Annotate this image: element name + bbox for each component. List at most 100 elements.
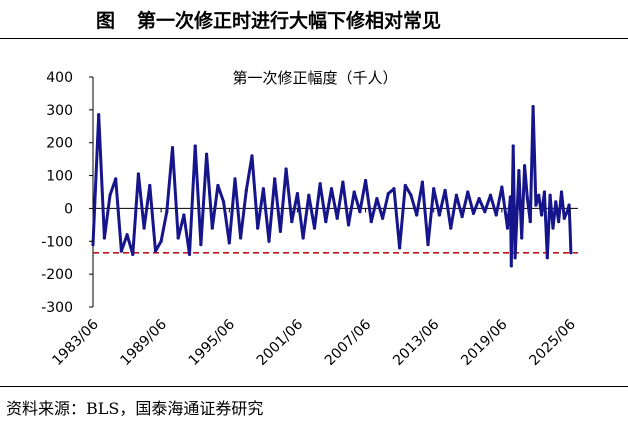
data-point: [148, 183, 152, 188]
figure-header: 图 第一次修正时进行大幅下修相对常见: [0, 0, 628, 39]
data-point: [398, 246, 402, 250]
data-point: [204, 152, 209, 156]
data-point: [199, 242, 203, 247]
data-point: [551, 226, 555, 230]
data-point: [102, 236, 106, 240]
figure-title: 第一次修正时进行大幅下修相对常见: [137, 9, 442, 32]
series-line: [91, 105, 573, 268]
data-point: [477, 196, 481, 201]
y-tick-label: 300: [46, 103, 73, 119]
chart-series: [91, 104, 573, 268]
data-point: [443, 188, 447, 192]
data-point: [136, 172, 141, 176]
data-point: [559, 190, 564, 194]
data-point: [534, 203, 538, 207]
data-point: [540, 213, 544, 217]
data-point: [511, 144, 515, 148]
data-point: [307, 193, 311, 197]
data-point: [352, 190, 356, 194]
y-tick-label: 0: [64, 201, 73, 217]
data-point: [415, 213, 419, 217]
data-point: [159, 239, 163, 243]
data-point: [153, 249, 158, 253]
data-point: [525, 196, 530, 201]
data-point: [222, 200, 226, 204]
chart-axes: [92, 77, 578, 307]
y-tick-label: -200: [41, 267, 73, 283]
data-point: [528, 219, 532, 224]
data-point: [91, 242, 95, 247]
y-tick-label: -100: [41, 234, 73, 250]
data-point: [187, 252, 192, 257]
data-point: [170, 146, 175, 150]
data-point: [509, 264, 513, 268]
data-point: [290, 219, 294, 224]
data-point: [267, 239, 271, 243]
data-point: [375, 196, 379, 201]
data-point: [403, 183, 407, 188]
data-point: [165, 210, 169, 214]
data-point: [466, 190, 470, 194]
x-tick-label: 2019/06: [458, 316, 511, 369]
data-point: [471, 211, 476, 215]
data-point: [548, 193, 552, 197]
x-tick-label: 2001/06: [254, 316, 307, 369]
data-point: [568, 224, 572, 229]
data-point: [142, 226, 146, 230]
x-tick-label: 1983/06: [49, 316, 102, 369]
data-point: [386, 192, 390, 196]
data-point: [488, 193, 493, 197]
data-point: [409, 193, 413, 197]
data-point: [278, 229, 282, 234]
data-point: [233, 177, 237, 181]
data-point: [432, 187, 436, 191]
data-point: [449, 226, 453, 230]
data-point: [284, 167, 288, 171]
data-point: [318, 182, 322, 186]
y-axis-ticks: 400 300 200 100 0 -100 -200 -300: [41, 70, 93, 316]
data-point: [381, 216, 385, 220]
data-point: [227, 241, 231, 245]
data-point: [131, 252, 135, 257]
y-tick-label: 400: [46, 70, 73, 86]
data-point: [239, 236, 243, 240]
data-point: [554, 200, 558, 204]
y-tick-label: 200: [46, 136, 73, 152]
x-tick-label: 2007/06: [322, 316, 375, 369]
source-note: 资料来源：BLS，国泰海通证券研究: [0, 386, 628, 424]
data-point: [520, 236, 524, 240]
data-point: [567, 203, 571, 207]
data-point: [565, 210, 569, 214]
y-tick-label: -300: [41, 300, 73, 316]
x-tick-label: 1989/06: [118, 316, 171, 369]
data-point: [216, 183, 220, 188]
x-tick-label: 1995/06: [186, 316, 239, 369]
data-point: [494, 213, 498, 217]
data-point: [369, 219, 373, 224]
data-point: [114, 177, 118, 181]
y-tick-label: 100: [46, 169, 73, 185]
data-point: [542, 190, 547, 194]
data-point: [273, 177, 277, 181]
data-point: [244, 188, 248, 192]
data-point: [517, 169, 521, 173]
data-point: [392, 187, 396, 191]
data-point: [545, 256, 549, 260]
data-point: [437, 213, 441, 217]
data-point: [346, 223, 351, 227]
data-point: [335, 216, 339, 220]
data-point: [531, 104, 535, 109]
figure-label: 图: [96, 9, 116, 32]
data-point: [97, 113, 101, 117]
x-tick-label: 2013/06: [390, 316, 443, 369]
data-point: [108, 193, 112, 197]
data-point: [505, 226, 510, 230]
data-point: [513, 256, 517, 260]
data-point: [363, 178, 368, 183]
data-point: [454, 193, 459, 197]
x-axis-ticks: 1983/06 1989/06 1995/06 2001/06 2007/06 2013/…: [49, 208, 579, 369]
data-point: [341, 180, 345, 184]
revision-chart: 400 300 200 100 0 -100 -200 -300 1983/06 1989/06…: [41, 69, 579, 369]
data-point: [522, 164, 527, 168]
data-point: [569, 251, 573, 255]
